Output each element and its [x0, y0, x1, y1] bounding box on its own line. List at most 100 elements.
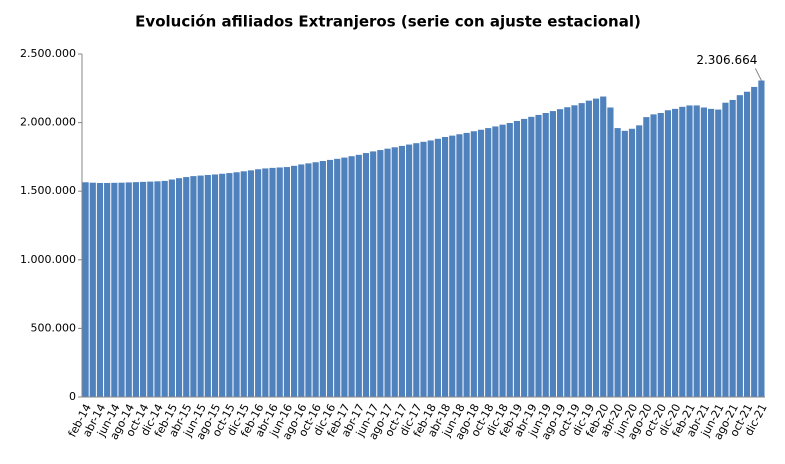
bar [406, 144, 413, 397]
bar [564, 107, 571, 398]
bar [362, 153, 370, 397]
bar [118, 182, 125, 397]
bar [664, 110, 672, 397]
bar [312, 162, 319, 397]
y-tick-label: 1.000.000 [20, 253, 76, 266]
bar [262, 168, 269, 397]
bar [672, 108, 679, 397]
bar [197, 175, 204, 397]
bar [477, 129, 485, 397]
bar [348, 156, 355, 397]
bar [96, 182, 104, 397]
bar [521, 118, 528, 397]
bar [578, 103, 585, 397]
bar [585, 100, 592, 397]
bar [427, 140, 434, 397]
bar [463, 132, 470, 397]
bar [607, 107, 614, 398]
bar [528, 116, 535, 398]
bar [707, 108, 715, 397]
bar [470, 131, 477, 398]
bar [211, 174, 219, 397]
bar [168, 179, 175, 397]
bar [341, 157, 348, 397]
bar [441, 137, 449, 398]
bar [535, 114, 542, 397]
bar [161, 180, 168, 397]
bar [219, 173, 226, 397]
bar [621, 130, 628, 397]
y-tick-label: 1.500.000 [20, 184, 76, 197]
bar [600, 96, 607, 398]
bar [700, 107, 707, 398]
bar [319, 161, 326, 397]
bar [513, 120, 521, 397]
bar [125, 182, 132, 397]
y-tick-label: 0 [69, 390, 76, 403]
bar [715, 109, 722, 397]
bar [298, 164, 305, 397]
chart-title: Evolución afiliados Extranjeros (serie c… [135, 13, 641, 31]
bar [233, 172, 240, 397]
bar [226, 173, 233, 397]
bar [506, 123, 513, 397]
bar [305, 163, 312, 397]
label-leader [754, 68, 762, 81]
value-label: 2.306.664 [696, 53, 757, 67]
bar [693, 105, 700, 397]
bar [485, 128, 492, 397]
bar [571, 105, 578, 397]
bar [751, 86, 758, 397]
bar [269, 167, 276, 397]
bar [657, 112, 664, 397]
bar [355, 154, 362, 397]
bar [557, 109, 564, 397]
bar [140, 181, 147, 397]
y-tick-label: 2.500.000 [20, 47, 76, 60]
bar [283, 167, 290, 397]
bar [456, 134, 463, 397]
bar [722, 102, 729, 398]
bar [614, 128, 621, 397]
bar [736, 95, 743, 397]
bar [391, 147, 398, 397]
y-tick-label: 500.000 [31, 321, 77, 334]
bar [255, 169, 262, 397]
bar [154, 181, 161, 397]
bar [377, 150, 384, 397]
bar [434, 138, 441, 397]
bar [492, 126, 499, 398]
bar [686, 105, 693, 397]
bar [650, 114, 657, 398]
bar [628, 128, 636, 398]
bar [636, 125, 643, 398]
bar [89, 182, 96, 397]
bar [743, 91, 751, 397]
bar [111, 182, 118, 397]
bar [542, 112, 549, 397]
bar [729, 99, 736, 397]
bar [175, 178, 183, 397]
bar [334, 158, 341, 397]
bar [449, 135, 456, 397]
bar [82, 182, 89, 397]
bar [204, 175, 211, 397]
bar [499, 124, 506, 398]
bar [549, 111, 557, 398]
bar [398, 145, 406, 397]
bar [758, 80, 765, 397]
bar [420, 141, 427, 397]
bar [679, 106, 686, 398]
bar [643, 117, 650, 397]
bar [384, 148, 391, 397]
bar [147, 181, 154, 397]
bar [104, 182, 111, 397]
y-tick-label: 2.000.000 [20, 116, 76, 129]
bar [190, 176, 197, 397]
bar [413, 143, 420, 397]
bar [276, 167, 283, 397]
bar [240, 171, 247, 397]
bar [370, 151, 377, 397]
bar [592, 98, 600, 397]
